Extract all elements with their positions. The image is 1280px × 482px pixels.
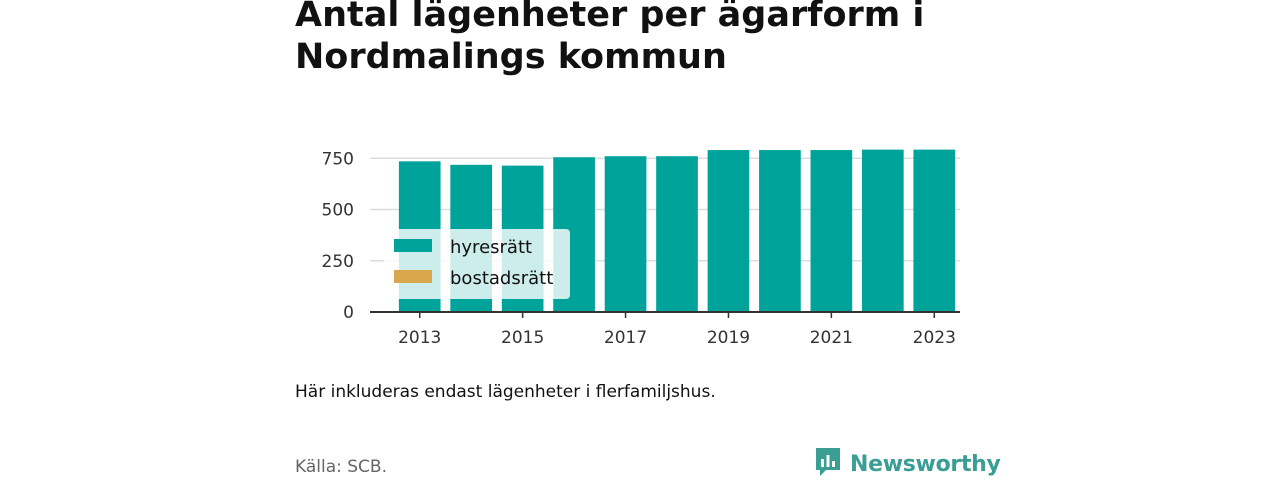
brand-name: Newsworthy: [850, 451, 1001, 477]
bar-2023: [913, 149, 956, 312]
legend-swatch: [394, 270, 432, 283]
x-tick-label: 2013: [398, 328, 441, 348]
bar-2022: [861, 149, 904, 312]
legend-swatch: [394, 239, 432, 252]
y-axis-ticks: 0 250 500 750: [322, 149, 354, 323]
brand-logo[interactable]: Newsworthy: [814, 446, 1001, 482]
x-tick-label: 2019: [707, 328, 750, 348]
bar-2021: [810, 150, 853, 312]
y-tick-label: 500: [322, 201, 354, 221]
x-axis-ticks: 2013 2015 2017 2019 2021 2023: [398, 312, 956, 348]
chart-note: Här inkluderas endast lägenheter i flerf…: [295, 382, 716, 402]
x-tick-label: 2023: [913, 328, 956, 348]
x-tick-label: 2021: [810, 328, 853, 348]
bar-chart: 0 250 500 750 2013 2015 2017 2019 2021 2023 hyre…: [322, 149, 960, 348]
newsworthy-logo-icon: [814, 446, 842, 482]
source-text: Källa: SCB.: [295, 457, 387, 477]
x-tick-label: 2015: [501, 328, 544, 348]
bar-2020: [759, 150, 801, 312]
legend: hyresrätt bostadsrätt: [384, 229, 570, 299]
chart-title: Antal lägenheter per ägarform i Nordmali…: [295, 0, 925, 77]
bar-2017: [604, 156, 647, 312]
bar-2018: [656, 156, 698, 312]
x-tick-label: 2017: [604, 328, 647, 348]
y-tick-label: 250: [322, 252, 354, 272]
y-tick-label: 0: [343, 303, 354, 323]
legend-label: hyresrätt: [450, 237, 532, 258]
y-tick-label: 750: [322, 149, 354, 169]
bar-2019: [707, 150, 750, 312]
legend-label: bostadsrätt: [450, 268, 553, 289]
